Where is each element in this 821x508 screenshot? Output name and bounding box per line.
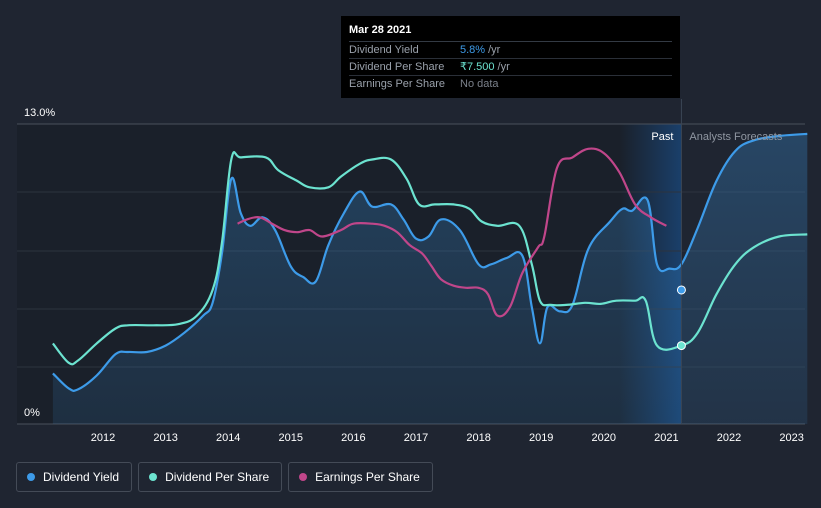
legend-dot-icon — [299, 473, 308, 481]
series-areas — [52, 133, 808, 424]
y-axis: 13.0% 0% — [24, 107, 55, 419]
x-tick-label: 2012 — [91, 432, 115, 444]
x-tick-label: 2015 — [279, 432, 303, 444]
dps-line — [52, 151, 808, 366]
x-axis: 2012 2013 2014 2015 2016 2017 2018 2019 2020 2021… — [91, 432, 804, 444]
legend-item-dividend-yield[interactable]: Dividend Yield — [16, 462, 133, 492]
eps-line — [237, 147, 667, 318]
tooltip-label: Dividend Yield — [349, 44, 419, 56]
x-tick-label: 2020 — [592, 432, 616, 444]
legend-label: Dividend Yield — [43, 470, 120, 484]
tooltip-row-eps: Earnings Per Share No data — [349, 76, 672, 92]
forecast-label: Analysts Forecasts — [689, 131, 782, 143]
legend: Dividend Yield Dividend Per Share Earnin… — [16, 462, 433, 492]
x-tick-label: 2022 — [717, 432, 741, 444]
tooltip-value: No data — [460, 78, 499, 90]
y-tick-label: 13.0% — [24, 107, 55, 119]
tooltip-date: Mar 28 2021 — [349, 24, 672, 42]
x-tick-label: 2016 — [341, 432, 365, 444]
legend-item-earnings-per-share[interactable]: Earnings Per Share — [288, 462, 433, 492]
legend-label: Dividend Per Share — [165, 470, 270, 484]
tooltip-row-dps: Dividend Per Share ₹7.500 /yr — [349, 59, 672, 76]
legend-dot-icon — [149, 473, 158, 481]
tooltip-label: Dividend Per Share — [349, 61, 445, 73]
legend-item-dividend-per-share[interactable]: Dividend Per Share — [138, 462, 283, 492]
y-tick-label: 0% — [24, 407, 40, 419]
tooltip-unit: /yr — [488, 44, 501, 56]
series-lines — [52, 132, 808, 392]
dividend-yield-area — [52, 133, 808, 424]
x-tick-label: 2021 — [654, 432, 678, 444]
tooltip-value: ₹7.500 — [460, 61, 495, 73]
past-label: Past — [651, 131, 673, 143]
legend-dot-icon — [27, 473, 35, 481]
x-tick-label: 2014 — [216, 432, 240, 444]
tooltip-row-yield: Dividend Yield 5.8% /yr — [349, 42, 672, 59]
yield-highlight-point — [676, 285, 686, 295]
x-tick-label: 2023 — [779, 432, 803, 444]
tooltip-label: Earnings Per Share — [349, 78, 445, 90]
x-tick-label: 2019 — [529, 432, 553, 444]
x-tick-label: 2018 — [466, 432, 490, 444]
dps-highlight-point — [676, 341, 686, 351]
x-tick-label: 2013 — [153, 432, 177, 444]
tooltip: Mar 28 2021 Dividend Yield 5.8% /yr Divi… — [341, 16, 680, 98]
highlight-points — [676, 285, 686, 351]
tooltip-unit: /yr — [497, 61, 510, 73]
x-tick-label: 2017 — [404, 432, 428, 444]
tooltip-value: 5.8% — [460, 44, 486, 56]
legend-label: Earnings Per Share — [315, 470, 420, 484]
